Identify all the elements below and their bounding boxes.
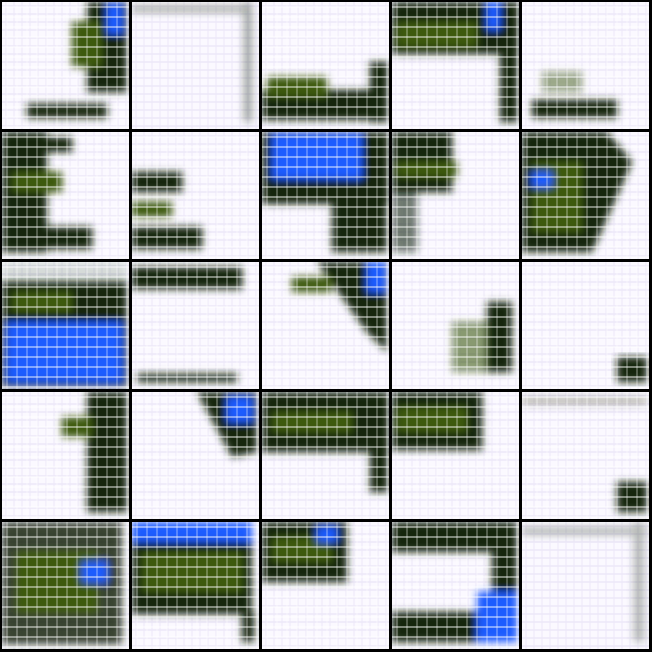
image-tile xyxy=(262,2,389,129)
image-tile xyxy=(522,262,649,389)
image-tile xyxy=(132,522,259,649)
image-tile xyxy=(132,392,259,519)
image-tile xyxy=(2,132,129,259)
image-tile xyxy=(262,262,389,389)
image-tile xyxy=(392,132,519,259)
image-tile xyxy=(262,522,389,649)
image-tile xyxy=(262,392,389,519)
image-tile xyxy=(2,262,129,389)
image-tile xyxy=(392,392,519,519)
image-tile xyxy=(392,2,519,129)
image-tile xyxy=(262,132,389,259)
image-tile xyxy=(522,522,649,649)
image-tile xyxy=(132,262,259,389)
image-tile xyxy=(522,2,649,129)
image-tile xyxy=(522,392,649,519)
image-tile xyxy=(392,522,519,649)
image-tile xyxy=(2,2,129,129)
image-tile xyxy=(132,2,259,129)
image-tile xyxy=(522,132,649,259)
image-tile xyxy=(392,262,519,389)
image-tile xyxy=(132,132,259,259)
image-tile xyxy=(2,522,129,649)
image-tile xyxy=(2,392,129,519)
